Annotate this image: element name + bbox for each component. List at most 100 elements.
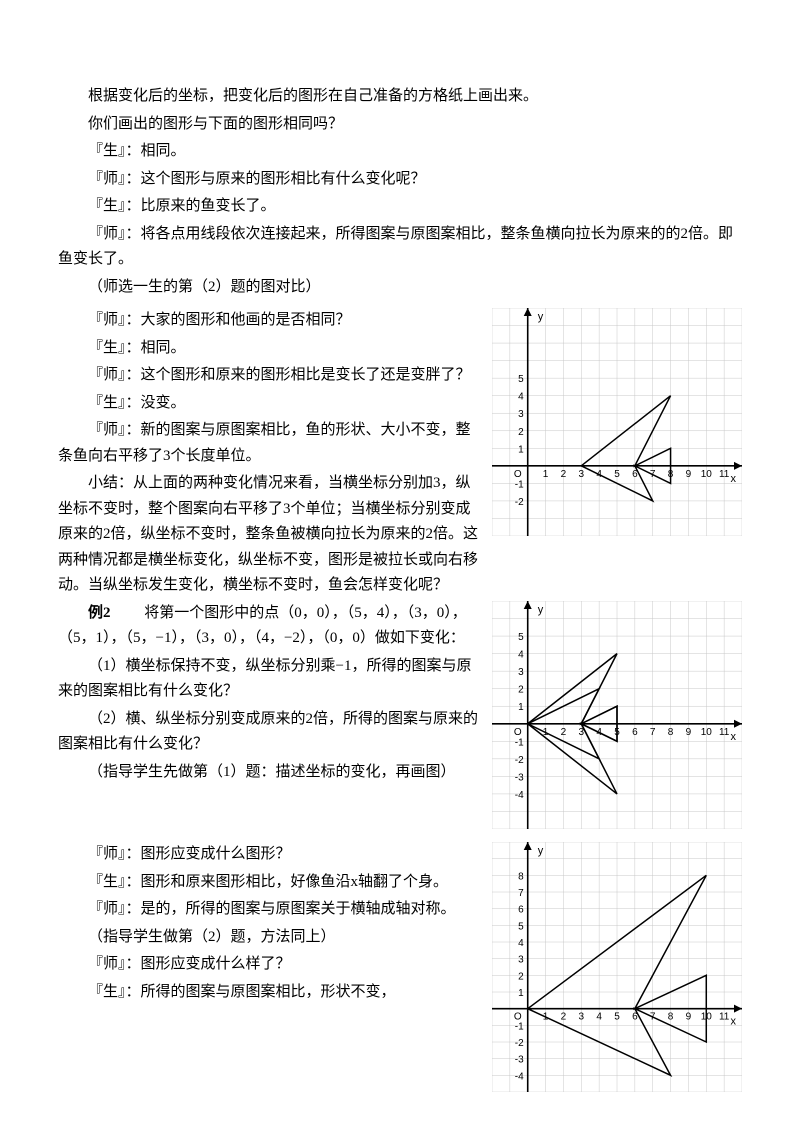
- speaker-label: 『师』: [88, 367, 126, 383]
- dialog-line: 『师』：这个图形与原来的图形相比有什么变化呢？: [58, 167, 742, 193]
- speaker-text: ：相同。: [126, 340, 186, 356]
- speaker-label: 『师』: [88, 226, 126, 242]
- speaker-label: 『师』: [88, 846, 126, 862]
- svg-text:4: 4: [596, 1012, 602, 1023]
- svg-text:5: 5: [518, 921, 524, 932]
- speaker-text: ：图形和原来图形相比，好像鱼沿x轴翻了个身。: [126, 874, 449, 890]
- svg-text:-3: -3: [515, 772, 524, 783]
- svg-text:3: 3: [518, 667, 524, 678]
- svg-text:x: x: [731, 1016, 737, 1028]
- speaker-label: 『师』: [88, 171, 126, 187]
- speaker-text: ：是的，所得的图案与原图案关于横轴成轴对称。: [126, 901, 456, 917]
- svg-text:10: 10: [701, 469, 713, 480]
- dialog-line: 『生』：相同。: [58, 139, 742, 165]
- speaker-text: ：比原来的鱼变长了。: [126, 198, 276, 214]
- svg-text:5: 5: [518, 632, 524, 643]
- svg-text:8: 8: [668, 726, 674, 737]
- svg-text:10: 10: [701, 726, 713, 737]
- speaker-text: ：没变。: [126, 395, 186, 411]
- svg-text:2: 2: [518, 971, 524, 982]
- example2-text1: 将第一个图形中的点（0，0），（5，4），（3，0），（5，1），（5，−1），…: [58, 605, 467, 647]
- svg-text:3: 3: [518, 955, 524, 966]
- svg-text:-1: -1: [515, 737, 524, 748]
- svg-text:3: 3: [518, 409, 524, 420]
- svg-text:1: 1: [518, 988, 524, 999]
- speaker-label: 『师』: [88, 422, 126, 438]
- dialog-a: 『生』：相同。『师』：这个图形与原来的图形相比有什么变化呢？『生』：比原来的鱼变…: [58, 139, 742, 273]
- svg-text:4: 4: [518, 392, 524, 403]
- speaker-label: 『生』: [88, 143, 126, 159]
- speaker-text: ：所得的图案与原图案相比，形状不变，: [126, 984, 396, 1000]
- speaker-label: 『生』: [88, 984, 126, 1000]
- speaker-text: ：大家的图形和他画的是否相同？: [126, 312, 351, 328]
- dialog-line: 『生』：比原来的鱼变长了。: [58, 194, 742, 220]
- speaker-label: 『师』: [88, 901, 126, 917]
- chart-3: 123456789101112345678-1-2-3-4Oxy: [492, 842, 742, 1102]
- svg-text:4: 4: [518, 649, 524, 660]
- svg-text:9: 9: [686, 469, 692, 480]
- svg-text:11: 11: [719, 1012, 730, 1023]
- svg-text:5: 5: [614, 469, 620, 480]
- svg-text:1: 1: [518, 702, 524, 713]
- svg-text:-2: -2: [515, 1038, 524, 1049]
- svg-text:2: 2: [561, 469, 567, 480]
- speaker-label: 『生』: [88, 340, 126, 356]
- svg-text:3: 3: [579, 469, 585, 480]
- svg-text:7: 7: [650, 726, 656, 737]
- svg-text:2: 2: [518, 684, 524, 695]
- svg-text:O: O: [514, 1012, 522, 1023]
- svg-text:-2: -2: [515, 754, 524, 765]
- svg-text:1: 1: [543, 469, 549, 480]
- svg-text:8: 8: [668, 1012, 674, 1023]
- svg-text:-1: -1: [515, 1021, 524, 1032]
- svg-text:y: y: [538, 311, 544, 323]
- speaker-label: 『师』: [88, 956, 126, 972]
- section-example2: 123456789101112345-1-2-3-4Oxy 例2 将第一个图形中…: [58, 601, 742, 843]
- svg-text:9: 9: [686, 726, 692, 737]
- example2-label: 例2: [88, 605, 111, 621]
- speaker-text: ：这个图形和原来的图形相比是变长了还是变胖了？: [126, 367, 471, 383]
- svg-text:y: y: [538, 845, 544, 857]
- svg-text:4: 4: [518, 938, 524, 949]
- svg-text:1: 1: [518, 444, 524, 455]
- speaker-text: ：图形应变成什么样了？: [126, 956, 291, 972]
- svg-text:y: y: [538, 604, 544, 616]
- svg-text:-2: -2: [515, 497, 524, 508]
- speaker-label: 『生』: [88, 198, 126, 214]
- svg-text:x: x: [731, 473, 737, 485]
- svg-text:5: 5: [518, 374, 524, 385]
- speaker-label: 『生』: [88, 874, 126, 890]
- speaker-label: 『师』: [88, 312, 126, 328]
- speaker-text: ：图形应变成什么图形？: [126, 846, 291, 862]
- svg-text:2: 2: [518, 427, 524, 438]
- section-b: 123456789101112345-1-2Oxy 『师』：大家的图形和他画的是…: [58, 308, 742, 601]
- chart-2: 123456789101112345-1-2-3-4Oxy: [492, 601, 742, 839]
- svg-text:3: 3: [579, 1012, 585, 1023]
- svg-text:7: 7: [518, 888, 524, 899]
- svg-text:6: 6: [518, 905, 524, 916]
- transition-1: （师选一生的第（2）题的图对比）: [58, 275, 742, 301]
- svg-text:9: 9: [686, 1012, 692, 1023]
- intro-line-2: 你们画出的图形与下面的图形相同吗？: [58, 112, 742, 138]
- svg-text:-1: -1: [515, 479, 524, 490]
- speaker-text: ：相同。: [126, 143, 186, 159]
- dialog-line: 『师』：将各点用线段依次连接起来，所得图案与原图案相比，整条鱼横向拉长为原来的的…: [58, 222, 742, 273]
- svg-text:6: 6: [632, 726, 638, 737]
- svg-text:-3: -3: [515, 1055, 524, 1066]
- svg-text:5: 5: [614, 1012, 620, 1023]
- svg-text:O: O: [514, 726, 522, 737]
- svg-text:8: 8: [518, 871, 524, 882]
- svg-text:11: 11: [719, 469, 730, 480]
- section-c: 123456789101112345678-1-2-3-4Oxy 『师』：图形应…: [58, 842, 742, 1106]
- svg-text:11: 11: [719, 726, 730, 737]
- svg-text:x: x: [731, 730, 737, 742]
- speaker-label: 『生』: [88, 395, 126, 411]
- chart-1: 123456789101112345-1-2Oxy: [492, 308, 742, 546]
- svg-text:-4: -4: [515, 1071, 524, 1082]
- svg-text:2: 2: [561, 726, 567, 737]
- intro-line-1: 根据变化后的坐标，把变化后的图形在自己准备的方格纸上画出来。: [58, 84, 742, 110]
- svg-text:2: 2: [561, 1012, 567, 1023]
- svg-text:O: O: [514, 469, 522, 480]
- svg-text:-4: -4: [515, 789, 524, 800]
- speaker-text: ：将各点用线段依次连接起来，所得图案与原图案相比，整条鱼横向拉长为原来的的2倍。…: [58, 226, 733, 268]
